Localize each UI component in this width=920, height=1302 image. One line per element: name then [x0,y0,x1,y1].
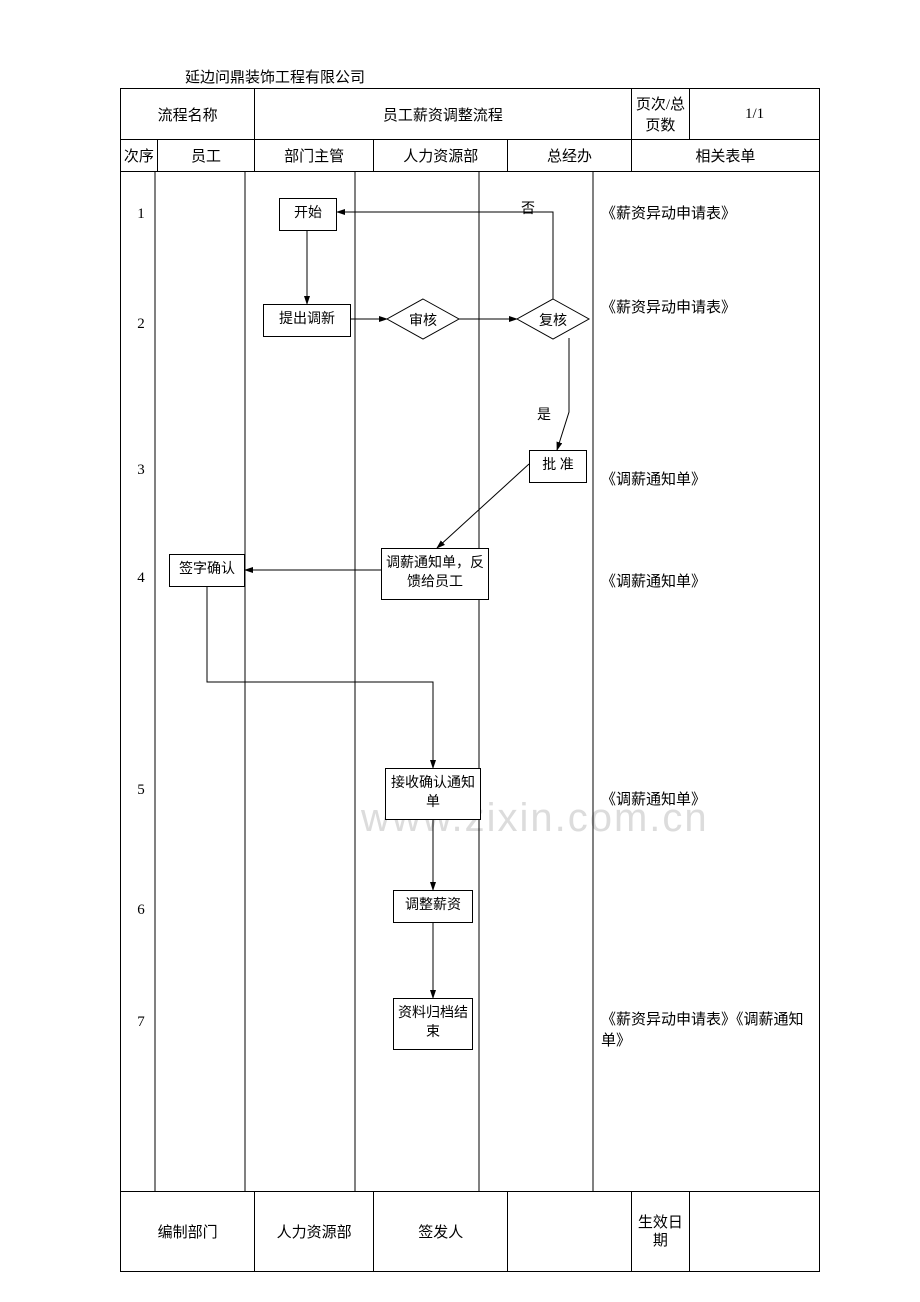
footer-issuer-value [508,1192,631,1272]
node-start: 开始 [279,198,337,231]
form-reference: 《薪资异动申请表》 [601,296,813,317]
form-reference: 《薪资异动申请表》《调薪通知单》 [601,1008,813,1050]
seq-number: 5 [133,782,149,799]
header-row: 流程名称 员工薪资调整流程 页次/总页数 1/1 [121,89,820,140]
col-hr: 人力资源部 [374,140,508,172]
footer-dept-label: 编制部门 [121,1192,255,1272]
process-title: 员工薪资调整流程 [255,89,632,140]
footer-row: 编制部门 人力资源部 签发人 生效日期 [121,1192,820,1272]
edge-label: 否 [521,198,535,218]
form-reference: 《薪资异动申请表》 [601,202,813,223]
seq-number: 2 [133,316,149,333]
footer-dept-value: 人力资源部 [255,1192,374,1272]
page-value: 1/1 [690,89,820,140]
col-mgr: 部门主管 [255,140,374,172]
seq-number: 4 [133,570,149,587]
node-adjust: 调整薪资 [393,890,473,923]
footer-date-label: 生效日期 [631,1192,689,1272]
process-name-label: 流程名称 [121,89,255,140]
col-gm: 总经办 [508,140,631,172]
flowchart-row: www.zixin.com.cn 否是开始提出调新审核复核批 准调薪通知单，反馈… [121,172,820,1192]
node-accept: 接收确认通知单 [385,768,481,820]
seq-number: 3 [133,462,149,479]
flowchart-cell: www.zixin.com.cn 否是开始提出调新审核复核批 准调薪通知单，反馈… [121,172,820,1192]
node-archive: 资料归档结束 [393,998,473,1050]
form-reference: 《调薪通知单》 [601,788,813,809]
flowchart-layer: 否是 开始提出调新 审核 复核批 准调薪通知单，反馈给员工 签字确认接收确认通知单调整薪… [121,172,819,1191]
edge-label: 是 [537,404,551,424]
footer-date-value [690,1192,820,1272]
column-header-row: 次序 员工 部门主管 人力资源部 总经办 相关表单 [121,140,820,172]
form-reference: 《调薪通知单》 [601,570,813,591]
seq-number: 6 [133,902,149,919]
page-label: 页次/总页数 [631,89,689,140]
seq-number: 7 [133,1014,149,1031]
main-table: 流程名称 员工薪资调整流程 页次/总页数 1/1 次序 员工 部门主管 人力资源… [120,88,820,1272]
col-seq: 次序 [121,140,158,172]
node-propose: 提出调新 [263,304,351,337]
page: 延边问鼎装饰工程有限公司 流程名称 员工薪资调整流程 页次/总页数 1/1 次序… [0,0,920,1302]
footer-issuer-label: 签发人 [374,1192,508,1272]
col-form: 相关表单 [631,140,819,172]
node-audit: 审核 [387,310,459,330]
node-recheck: 复核 [517,310,589,330]
node-notice: 调薪通知单，反馈给员工 [381,548,489,600]
node-approve: 批 准 [529,450,587,483]
seq-number: 1 [133,206,149,223]
form-reference: 《调薪通知单》 [601,468,813,489]
node-sign: 签字确认 [169,554,245,587]
company-name: 延边问鼎装饰工程有限公司 [185,66,365,87]
col-emp: 员工 [157,140,254,172]
